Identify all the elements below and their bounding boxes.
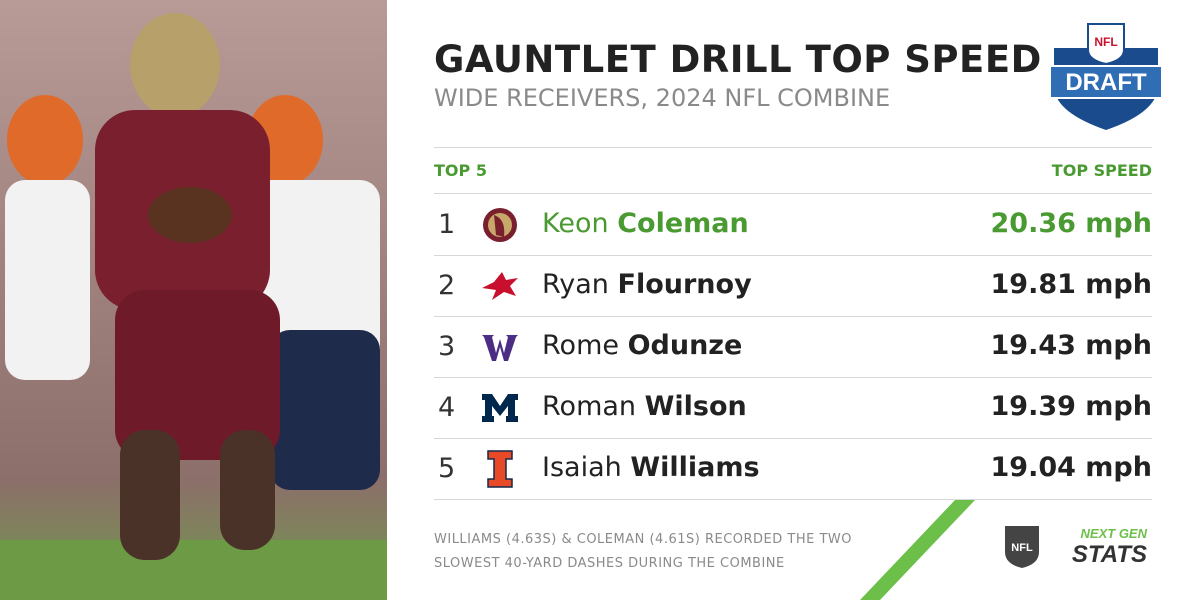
rank: 5: [438, 453, 456, 484]
rank: 3: [438, 331, 456, 362]
table-row: 1 Keon Coleman 20.36 mph: [434, 194, 1152, 255]
divider: [434, 255, 1152, 256]
first-name: Keon: [542, 208, 609, 239]
team-logo: [483, 208, 517, 242]
first-name: Isaiah: [542, 452, 622, 483]
player-name: Roman Wilson: [542, 391, 747, 422]
divider: [434, 499, 1152, 500]
rank: 2: [438, 270, 456, 301]
divider: [434, 147, 1152, 148]
last-name: Wilson: [644, 391, 747, 422]
last-name: Coleman: [617, 208, 749, 239]
table-row: 3 Rome Odunze 19.43 mph: [434, 316, 1152, 377]
draft-league: NFL: [1094, 35, 1117, 49]
divider: [434, 438, 1152, 439]
title: GAUNTLET DRILL TOP SPEED: [434, 38, 1042, 81]
team-logo: [487, 450, 513, 488]
table-row: 5 Isaiah Williams 19.04 mph: [434, 438, 1152, 499]
table-row: 4 Roman Wilson 19.39 mph: [434, 377, 1152, 438]
subtitle: WIDE RECEIVERS, 2024 NFL COMBINE: [434, 84, 891, 112]
brand-line: STATS: [1072, 541, 1147, 568]
rank: 4: [438, 392, 456, 423]
player-photo: [0, 0, 387, 600]
brand-line: NEXT GEN: [1081, 526, 1148, 541]
player-name: Isaiah Williams: [542, 452, 760, 483]
top-speed: 19.39 mph: [990, 391, 1153, 422]
top-speed: 20.36 mph: [990, 208, 1153, 239]
team-logo: [482, 272, 518, 300]
divider: [434, 316, 1152, 317]
rank: 1: [438, 209, 456, 240]
next-gen-stats-logo: NFL NEXT GEN STATS: [1005, 526, 1148, 568]
footnote: WILLIAMS (4.63S) & COLEMAN (4.61S) RECOR…: [434, 532, 852, 571]
team-logo: [482, 335, 518, 361]
last-name: Williams: [630, 452, 760, 483]
top-speed: 19.81 mph: [990, 269, 1153, 300]
draft-logo: DRAFT NFL: [1049, 23, 1163, 130]
team-logo: [482, 394, 518, 422]
first-name: Ryan: [542, 269, 609, 300]
player-name: Keon Coleman: [542, 208, 749, 239]
divider: [434, 377, 1152, 378]
top-speed: 19.04 mph: [990, 452, 1153, 483]
last-name: Odunze: [627, 330, 743, 361]
accent-stripe: [860, 500, 975, 600]
player-name: Ryan Flournoy: [542, 269, 752, 300]
last-name: Flournoy: [617, 269, 752, 300]
first-name: Roman: [542, 391, 637, 422]
table-row: 2 Ryan Flournoy 19.81 mph: [434, 255, 1152, 316]
column-header: TOP SPEED: [1051, 161, 1152, 180]
column-header: TOP 5: [434, 161, 487, 180]
first-name: Rome: [542, 330, 619, 361]
brand-league: NFL: [1011, 542, 1033, 554]
draft-label: DRAFT: [1065, 69, 1147, 96]
top-speed: 19.43 mph: [990, 330, 1153, 361]
divider: [434, 193, 1152, 194]
player-name: Rome Odunze: [542, 330, 742, 361]
